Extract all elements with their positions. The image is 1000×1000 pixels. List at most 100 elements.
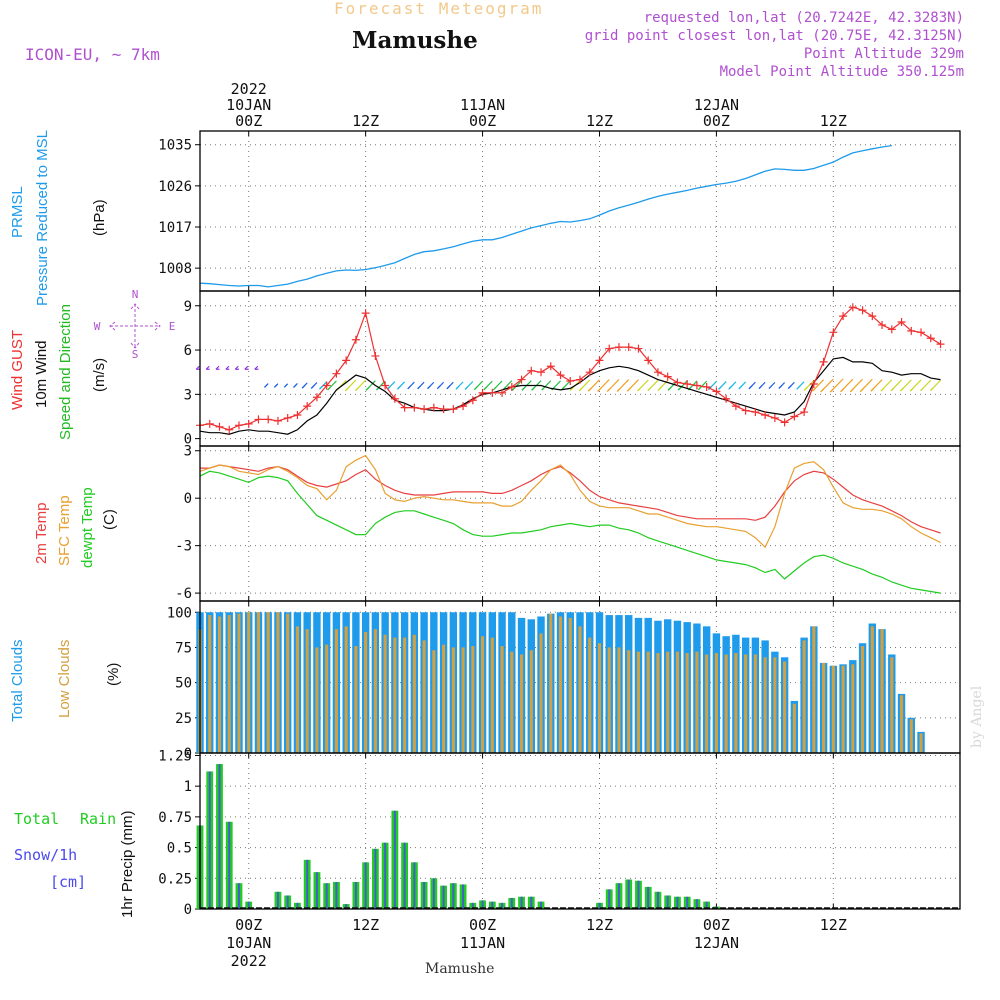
wind-barb-head	[225, 365, 230, 370]
low-cloud-bar	[890, 657, 894, 753]
model-altitude: Model Point Altitude 350.125m	[719, 64, 964, 80]
rain-bar-core	[608, 889, 611, 909]
wind-barb-head	[446, 385, 451, 390]
pressure-panel	[195, 130, 961, 292]
low-cloud-bar	[461, 647, 465, 753]
low-cloud-bar	[568, 617, 572, 753]
rain-bar-core	[276, 891, 279, 909]
pressure-ytick-label: 1008	[158, 261, 192, 277]
bottom-time-label: 12JAN	[694, 934, 739, 952]
wind-barb-head	[492, 386, 497, 391]
gust-marker	[712, 387, 721, 396]
top-time-label: 12Z	[586, 112, 613, 130]
rain-bar-core	[306, 859, 309, 909]
gust-marker	[205, 419, 214, 428]
wind-barb-head	[464, 386, 469, 390]
wind-barb-head	[365, 386, 370, 391]
wind-barb-head	[606, 388, 611, 392]
rain-bar-core	[452, 883, 455, 909]
low-cloud-bar	[578, 626, 582, 753]
wind-ytick-label: 9	[184, 299, 192, 315]
rain-bar-core	[325, 883, 328, 909]
wind-barb-head	[264, 383, 268, 388]
wind-barb-head	[483, 386, 488, 391]
clouds-ytick-label: 75	[175, 640, 192, 656]
gust-marker	[459, 402, 468, 411]
top-time-label: 10JAN	[226, 96, 271, 114]
rain-bar-core	[647, 886, 650, 909]
rain-bar-core	[345, 904, 348, 909]
precip-panel	[195, 752, 961, 910]
low-cloud-bar	[695, 651, 699, 753]
gust-marker	[234, 421, 243, 430]
gust-marker	[692, 381, 701, 390]
low-cloud-bar	[549, 613, 553, 753]
wind-barb-head	[310, 384, 315, 389]
gust-marker	[731, 402, 740, 411]
pressure-ytick-label: 1026	[158, 179, 192, 195]
rain-bar-core	[228, 821, 231, 909]
wind-barb-head	[195, 365, 200, 370]
wind-barb-head	[254, 365, 259, 370]
rain-bar-core	[364, 862, 367, 909]
gust-marker	[663, 372, 672, 381]
gust-marker	[546, 362, 555, 371]
dewpt-line	[199, 470, 941, 594]
gust-marker	[800, 408, 809, 417]
low-cloud-bar	[899, 695, 904, 753]
rain-bar-core	[481, 900, 484, 909]
low-cloud-bar	[646, 651, 650, 753]
wind-barb-head	[597, 387, 602, 392]
gust-marker	[809, 380, 818, 388]
rain-bar-core	[374, 848, 377, 909]
top-time-label: 12JAN	[694, 96, 739, 114]
wind-barb-head	[657, 387, 662, 391]
wind-barb-head	[890, 387, 895, 392]
low-cloud-bar	[851, 664, 855, 753]
requested-coords: requested lon,lat (20.7242E, 42.3283N)	[643, 10, 964, 26]
rain-bar-core	[637, 880, 640, 909]
wind-barb-head	[344, 387, 349, 392]
gust-marker	[537, 368, 546, 377]
footer-location: Mamushe	[425, 961, 495, 977]
gust-marker	[897, 318, 906, 326]
wind-barb-head	[778, 384, 783, 389]
low-cloud-bar	[227, 615, 231, 753]
top-time-label: 00Z	[469, 112, 496, 130]
gust-marker	[790, 412, 799, 421]
gust-marker	[858, 306, 867, 315]
precip-ytick-label: 0.25	[158, 871, 192, 887]
gust-marker	[917, 328, 926, 337]
wind-barb-head	[829, 388, 834, 393]
wind-barb-head	[909, 387, 914, 392]
gust-marker	[829, 328, 838, 337]
low-cloud-bar	[792, 703, 796, 753]
compass-s: S	[132, 348, 139, 361]
wind-ytick-label: 3	[184, 387, 192, 403]
wind-barb-head	[748, 385, 753, 390]
gust-marker	[819, 357, 828, 366]
gust-marker	[595, 356, 604, 365]
precip-ytick-label: 1	[184, 779, 192, 795]
gust-marker	[624, 343, 633, 352]
low-cloud-bar	[519, 654, 524, 753]
rain-bar-core	[335, 881, 338, 909]
wind-barb-head	[319, 385, 323, 390]
low-cloud-bar	[364, 631, 368, 753]
gust-marker	[381, 381, 390, 390]
gust-marker	[264, 415, 273, 424]
low-cloud-bar	[675, 651, 679, 753]
low-cloud-bar	[783, 661, 787, 753]
low-cloud-bar	[909, 719, 913, 753]
precip-frame	[199, 752, 961, 910]
gust-marker	[439, 405, 448, 414]
low-cloud-bar	[490, 637, 494, 753]
precip-ytick-label: 0	[184, 902, 192, 918]
low-cloud-bar	[753, 654, 757, 753]
rain-bar-core	[627, 879, 630, 909]
gust-marker	[371, 351, 380, 360]
rain-bar-core	[462, 884, 465, 909]
precip-ytick-label: 1.25	[158, 748, 192, 764]
wind-barb-head	[587, 387, 592, 392]
wind-barb-head	[569, 387, 574, 391]
